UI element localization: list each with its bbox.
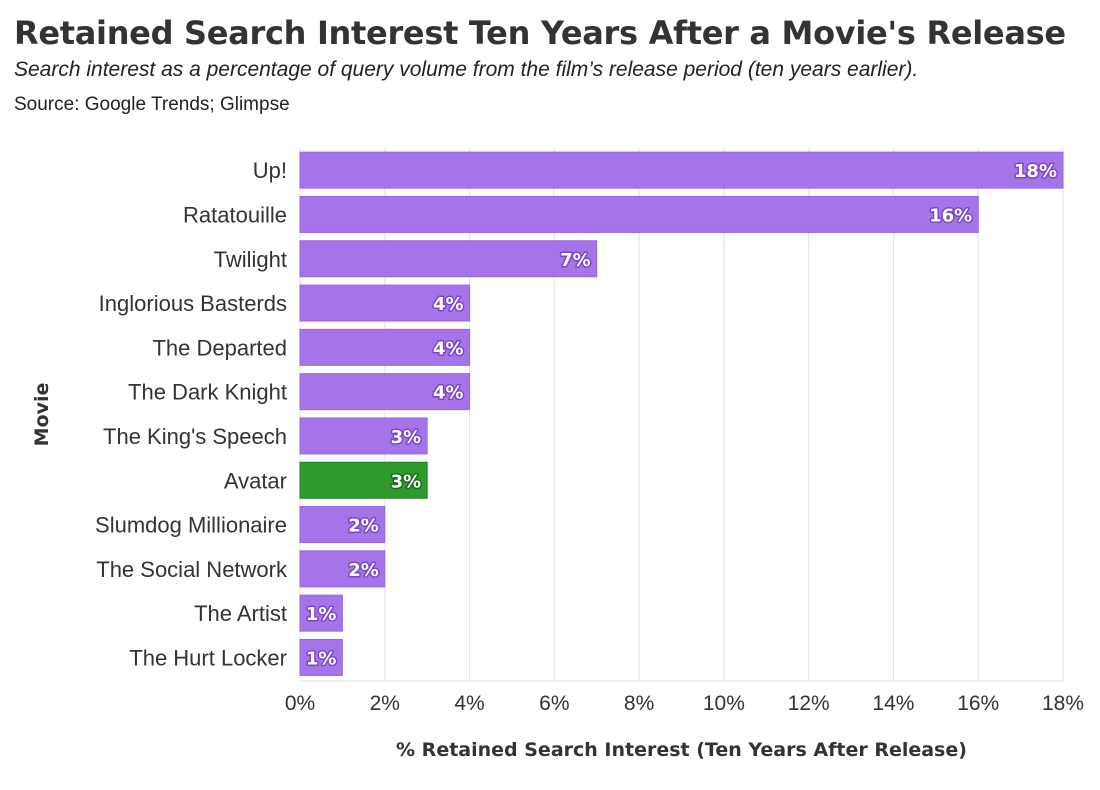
bar-value-label: 1%	[306, 604, 337, 625]
x-tick-label: 0%	[285, 692, 315, 715]
bar-inglorious-basterds	[299, 284, 471, 322]
bar-value-label: 3%	[391, 471, 422, 492]
x-tick-label: 16%	[957, 692, 999, 715]
bar-value-label: 18%	[1014, 161, 1057, 182]
bar-the-dark-knight	[299, 373, 471, 411]
bar-ratatouille	[299, 195, 979, 233]
x-tick-label: 12%	[788, 692, 830, 715]
x-tick-label: 2%	[370, 692, 400, 715]
x-tick-label: 18%	[1042, 692, 1084, 715]
category-label-the-king-s-speech: The King's Speech	[103, 424, 287, 449]
bar-twilight	[299, 240, 598, 278]
category-label-ratatouille: Ratatouille	[183, 202, 287, 227]
bar-value-label: 4%	[433, 294, 464, 315]
category-label-up: Up!	[253, 158, 287, 183]
x-tick-label: 6%	[539, 692, 569, 715]
category-label-the-hurt-locker: The Hurt Locker	[129, 645, 287, 670]
x-axis-title: % Retained Search Interest (Ten Years Af…	[396, 739, 967, 761]
bar-avatar	[299, 461, 428, 499]
bar-the-social-network	[299, 550, 386, 588]
category-label-the-dark-knight: The Dark Knight	[128, 380, 287, 405]
bar-value-label: 3%	[391, 427, 422, 448]
category-label-slumdog-millionaire: Slumdog Millionaire	[95, 513, 287, 538]
bar-value-label: 2%	[348, 560, 379, 581]
bar-the-artist	[299, 594, 343, 632]
chart-source: Source: Google Trends; Glimpse	[14, 94, 290, 115]
bar-value-label: 4%	[433, 338, 464, 359]
bar-value-label: 16%	[929, 205, 972, 226]
bar-the-king-s-speech	[299, 417, 428, 455]
category-label-inglorious-basterds: Inglorious Basterds	[99, 291, 287, 316]
category-label-the-artist: The Artist	[194, 601, 287, 626]
x-axis-ticks: 0% 2% 4% 6% 8% 10% 12% 14% 16% 18%	[285, 692, 1084, 715]
category-label-avatar: Avatar	[224, 468, 287, 493]
bar-value-label: 1%	[306, 648, 337, 669]
bar-value-label: 7%	[560, 250, 591, 271]
gridlines	[299, 148, 1064, 682]
x-tick-label: 8%	[624, 692, 654, 715]
category-label-the-social-network: The Social Network	[96, 557, 288, 582]
category-label-the-departed: The Departed	[152, 335, 287, 360]
bars: 18% 16% 7% 4% 4% 4% 3% 3% 2% 2% 1% 1%	[299, 151, 1064, 676]
bar-up	[299, 151, 1064, 189]
x-tick-label: 14%	[872, 692, 914, 715]
y-axis-title: Movie	[31, 383, 53, 447]
bar-the-departed	[299, 328, 471, 366]
bar-value-label: 4%	[433, 383, 464, 404]
bar-the-hurt-locker	[299, 638, 343, 676]
chart-subtitle: Search interest as a percentage of query…	[14, 58, 919, 81]
x-tick-label: 10%	[703, 692, 745, 715]
bar-slumdog-millionaire	[299, 506, 386, 544]
chart-title: Retained Search Interest Ten Years After…	[14, 14, 1066, 52]
bar-value-label: 2%	[348, 516, 379, 537]
category-label-twilight: Twilight	[214, 247, 287, 272]
y-axis-categories: Up! Ratatouille Twilight Inglorious Basterd…	[95, 158, 288, 670]
x-tick-label: 4%	[454, 692, 484, 715]
